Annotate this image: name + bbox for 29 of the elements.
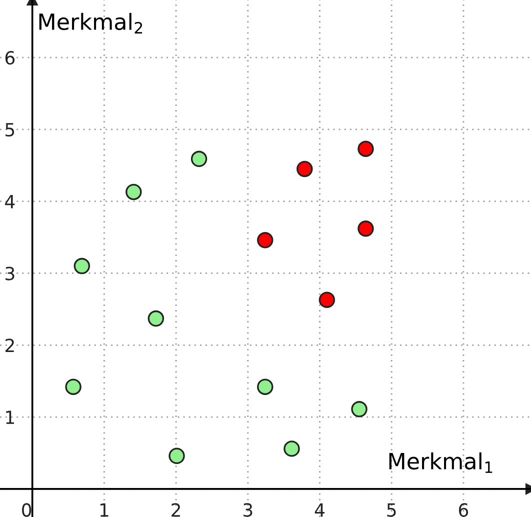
x-tick-label: 4 (314, 503, 324, 517)
point (257, 232, 274, 248)
x-tick-label: 2 (172, 503, 180, 517)
y-tick-label: 2 (6, 338, 14, 352)
y-axis-title: Merkmal$_{2}$ (39, 12, 142, 34)
point (65, 378, 82, 395)
point (126, 184, 142, 200)
point (257, 378, 274, 395)
point (74, 258, 90, 274)
x-tick-label: 6 (458, 503, 468, 517)
point (190, 150, 208, 168)
point (358, 220, 374, 237)
y-tick-label: 6 (5, 50, 15, 65)
y-tick-label: 3 (6, 266, 14, 280)
y-tick-label: 5 (6, 123, 14, 137)
x-tick-label: 1 (100, 503, 108, 517)
point (168, 448, 185, 464)
x-tick-label: 5 (387, 503, 396, 517)
x-tick-label: 3 (244, 503, 252, 517)
point (284, 440, 300, 457)
y-tick-label: 4 (5, 195, 15, 208)
x-axis-title: Merkmal$_{1}$ (389, 452, 492, 473)
point (148, 310, 164, 327)
point (296, 160, 313, 178)
point (358, 140, 374, 157)
point (351, 401, 368, 418)
y-tick-label: 1 (6, 410, 14, 424)
point (318, 292, 336, 308)
x-tick-label: 0 (22, 503, 32, 517)
